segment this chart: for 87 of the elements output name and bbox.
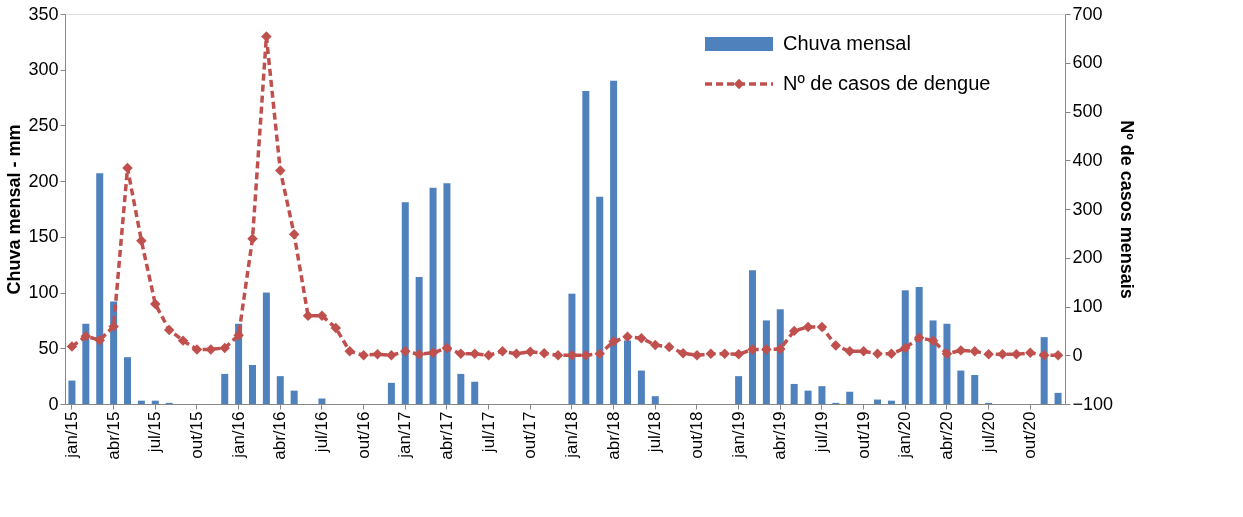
y2-tick-label: 700 xyxy=(1072,3,1103,24)
bar xyxy=(68,380,76,404)
bar xyxy=(735,376,743,404)
bar xyxy=(901,290,909,404)
y2-tick-label: 300 xyxy=(1072,198,1103,219)
bar xyxy=(915,287,923,404)
bar xyxy=(401,202,409,404)
y2-tick-label: 500 xyxy=(1072,101,1103,121)
x-tick-label: jul/20 xyxy=(978,411,998,454)
y-tick-label: 150 xyxy=(28,226,59,247)
x-tick-label: out/15 xyxy=(186,411,206,459)
x-tick-label: abr/16 xyxy=(270,411,290,460)
x-tick-label: jul/15 xyxy=(145,411,165,454)
bar xyxy=(318,398,326,404)
bar xyxy=(249,365,256,404)
bar xyxy=(262,292,270,404)
bar xyxy=(887,400,895,404)
bar xyxy=(762,320,770,404)
bar xyxy=(276,376,284,404)
bar xyxy=(457,373,465,404)
bar xyxy=(749,270,756,404)
x-tick-label: abr/18 xyxy=(603,411,623,460)
x-tick-label: abr/19 xyxy=(770,411,790,460)
bar xyxy=(1054,392,1062,404)
bar xyxy=(790,383,798,404)
x-tick-label: jan/20 xyxy=(895,411,915,459)
bar xyxy=(443,183,451,404)
bar xyxy=(804,390,812,404)
x-tick-label: out/18 xyxy=(686,411,706,459)
y-axis-title: Chuva mensal - mm xyxy=(4,124,25,295)
bar xyxy=(610,80,618,404)
bar xyxy=(846,391,854,404)
bar xyxy=(582,90,590,404)
y-tick-label: 350 xyxy=(28,3,59,24)
bar xyxy=(957,370,965,404)
y-tick-label: 300 xyxy=(28,59,59,80)
x-tick-label: abr/20 xyxy=(936,411,956,460)
x-tick-label: jan/19 xyxy=(728,411,748,459)
bar xyxy=(874,399,881,404)
bar xyxy=(971,375,979,404)
bar xyxy=(290,390,298,404)
y2-tick-label: 0 xyxy=(1072,344,1083,365)
y-tick-label: 200 xyxy=(28,170,59,191)
y-tick-label: 50 xyxy=(38,337,59,358)
x-tick-label: jul/19 xyxy=(811,411,831,454)
bar xyxy=(96,173,104,404)
bar xyxy=(818,386,826,404)
y-tick-label: 0 xyxy=(48,393,59,414)
y2-tick-label: 400 xyxy=(1072,149,1103,170)
x-tick-label: out/16 xyxy=(353,411,373,459)
bar xyxy=(221,373,229,404)
y2-tick-label: 600 xyxy=(1072,52,1103,73)
y2-axis-title: Nº de casos mensais xyxy=(1117,120,1138,299)
x-tick-label: out/20 xyxy=(1020,411,1040,459)
bar xyxy=(943,323,951,404)
y2-tick-label: −100 xyxy=(1072,393,1114,414)
bar xyxy=(651,396,659,404)
bar xyxy=(429,187,437,404)
bar xyxy=(137,400,145,404)
x-tick-label: jan/17 xyxy=(395,411,415,459)
bar xyxy=(82,323,90,404)
bar xyxy=(387,382,395,404)
x-tick-label: jan/15 xyxy=(61,411,81,459)
x-tick-label: jul/16 xyxy=(311,411,331,454)
bar xyxy=(776,309,784,404)
x-tick-label: jul/17 xyxy=(478,411,498,454)
x-tick-label: jul/18 xyxy=(645,411,665,454)
x-tick-label: abr/17 xyxy=(436,411,456,460)
bar xyxy=(929,320,937,404)
y2-tick-label: 100 xyxy=(1072,296,1103,316)
y-tick-label: 250 xyxy=(28,114,59,135)
x-tick-label: out/17 xyxy=(520,411,540,459)
y2-tick-label: 200 xyxy=(1072,247,1103,268)
bar xyxy=(568,293,576,404)
x-tick-label: jan/16 xyxy=(228,411,248,459)
legend-label: Nº de casos de dengue xyxy=(783,72,991,94)
x-tick-label: abr/15 xyxy=(103,411,123,460)
bar xyxy=(471,381,479,404)
x-tick-label: jan/18 xyxy=(561,411,581,459)
x-tick-label: out/19 xyxy=(853,411,873,459)
bar xyxy=(637,370,645,404)
bar xyxy=(415,276,423,404)
y-tick-label: 100 xyxy=(28,282,59,303)
legend-label: Chuva mensal xyxy=(783,32,911,54)
bar xyxy=(124,357,131,404)
bar xyxy=(151,400,159,404)
bar xyxy=(596,196,604,404)
